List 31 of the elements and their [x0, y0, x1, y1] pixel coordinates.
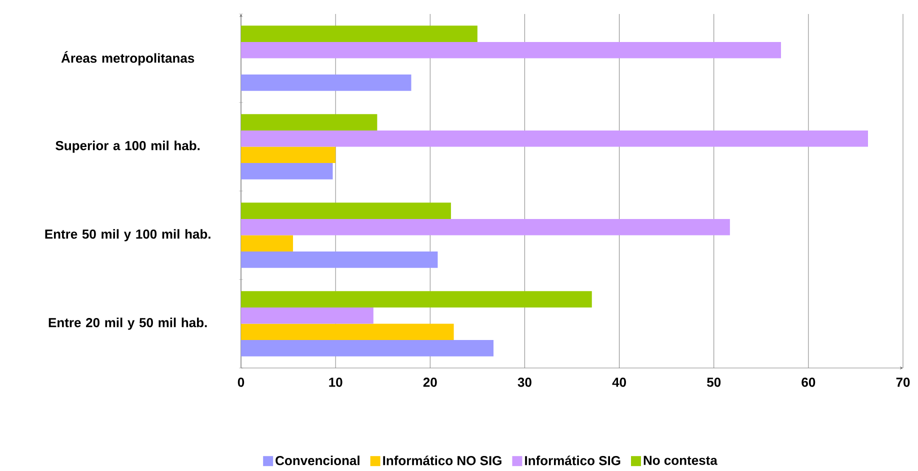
bar: [241, 219, 730, 236]
bar: [241, 130, 868, 147]
x-tick-label: 10: [329, 378, 342, 388]
bar: [241, 308, 374, 324]
x-tick-label: 0: [238, 378, 244, 388]
y-tick-label: Áreas metropolitanas: [61, 51, 194, 66]
y-tick-label: Superior a 100 mil hab.: [56, 140, 200, 153]
x-tick-label: 50: [707, 378, 721, 388]
bar: [241, 42, 781, 58]
legend-label: Informático NO SIG: [383, 456, 502, 466]
x-tick-label: 20: [423, 378, 437, 388]
bar: [241, 74, 412, 92]
legend-label: Informático SIG: [525, 456, 620, 466]
x-tick-label: 60: [802, 378, 816, 388]
bar: [241, 163, 333, 180]
bar: [241, 252, 438, 268]
y-tick-label: Entre 20 mil y 50 mil hab.: [48, 318, 207, 330]
bar: [241, 291, 592, 308]
x-tick-label: 40: [612, 378, 626, 388]
bar: [241, 324, 454, 340]
bar: [241, 340, 494, 357]
bar: [241, 202, 451, 220]
x-tick-label: 30: [518, 378, 532, 388]
bar: [241, 26, 478, 42]
x-tick-label: 70: [896, 378, 910, 388]
legend-label: Convencional: [276, 456, 360, 466]
y-tick-label: Entre 50 mil y 100 mil hab.: [45, 229, 210, 242]
bar: [241, 235, 294, 252]
bar: [241, 146, 336, 164]
legend-label: No contesta: [644, 456, 718, 466]
bar: [241, 114, 378, 131]
